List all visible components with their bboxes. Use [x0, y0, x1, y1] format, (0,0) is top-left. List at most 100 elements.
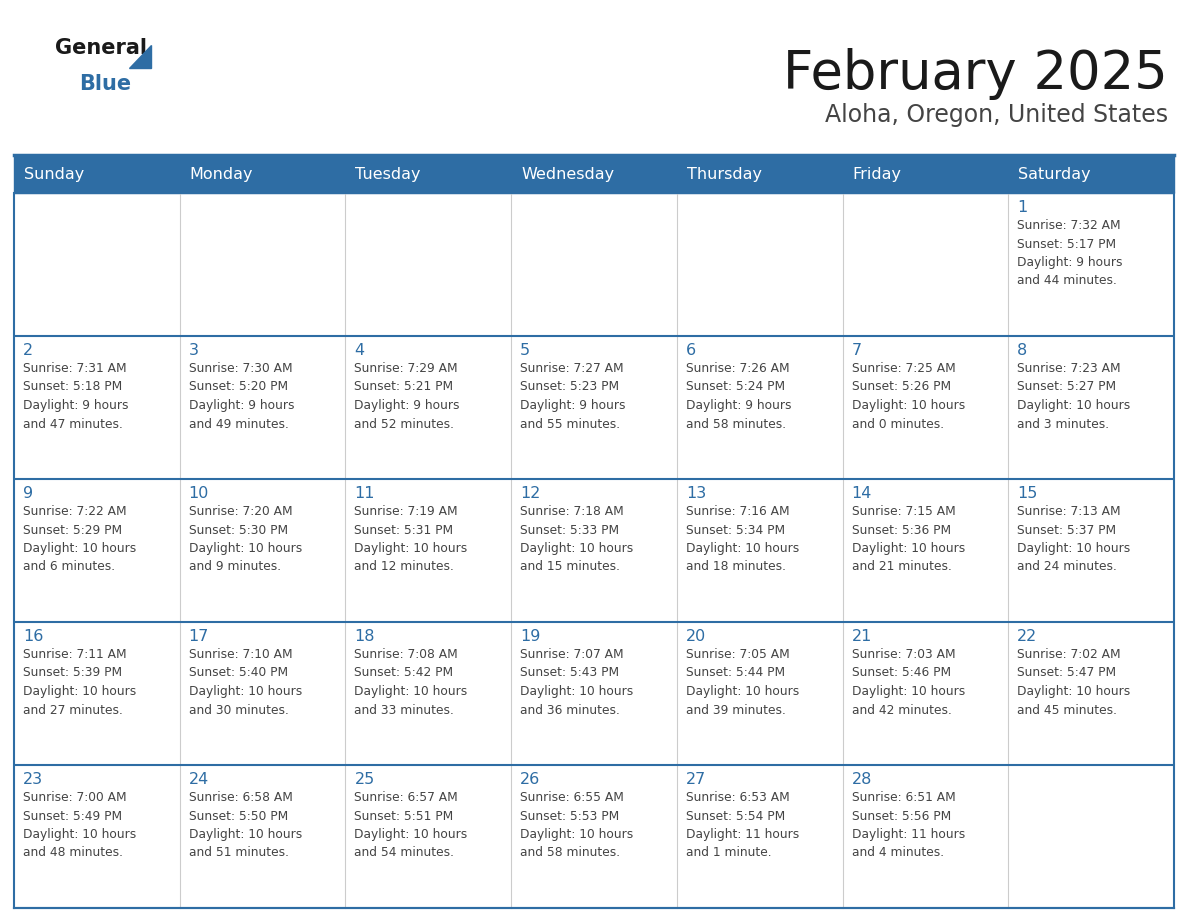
Bar: [511, 765, 677, 908]
Text: 7: 7: [852, 343, 861, 358]
Text: Sunrise: 7:25 AM
Sunset: 5:26 PM
Daylight: 10 hours
and 0 minutes.: Sunrise: 7:25 AM Sunset: 5:26 PM Dayligh…: [852, 362, 965, 431]
Text: 9: 9: [23, 486, 33, 501]
Text: Sunrise: 7:16 AM
Sunset: 5:34 PM
Daylight: 10 hours
and 18 minutes.: Sunrise: 7:16 AM Sunset: 5:34 PM Dayligh…: [685, 505, 800, 574]
Bar: [1009, 336, 1174, 479]
Text: Aloha, Oregon, United States: Aloha, Oregon, United States: [824, 103, 1168, 127]
Bar: [677, 336, 842, 479]
Text: 25: 25: [354, 772, 374, 787]
Text: 1: 1: [1017, 200, 1028, 215]
Bar: [346, 765, 511, 908]
Bar: [179, 336, 346, 479]
Bar: [346, 193, 511, 336]
Text: 15: 15: [1017, 486, 1037, 501]
Text: Sunrise: 7:13 AM
Sunset: 5:37 PM
Daylight: 10 hours
and 24 minutes.: Sunrise: 7:13 AM Sunset: 5:37 PM Dayligh…: [1017, 505, 1131, 574]
Text: 5: 5: [520, 343, 530, 358]
Bar: [842, 765, 1009, 908]
Text: Thursday: Thursday: [687, 166, 762, 182]
Text: Sunrise: 7:08 AM
Sunset: 5:42 PM
Daylight: 10 hours
and 33 minutes.: Sunrise: 7:08 AM Sunset: 5:42 PM Dayligh…: [354, 648, 468, 717]
Bar: [179, 622, 346, 765]
Text: 20: 20: [685, 629, 706, 644]
Text: 28: 28: [852, 772, 872, 787]
Bar: [842, 622, 1009, 765]
Bar: [1009, 622, 1174, 765]
Text: Sunrise: 6:57 AM
Sunset: 5:51 PM
Daylight: 10 hours
and 54 minutes.: Sunrise: 6:57 AM Sunset: 5:51 PM Dayligh…: [354, 791, 468, 859]
Text: 4: 4: [354, 343, 365, 358]
Bar: [14, 336, 179, 479]
Polygon shape: [129, 44, 151, 68]
Text: 22: 22: [1017, 629, 1037, 644]
Text: 16: 16: [23, 629, 44, 644]
Text: 13: 13: [685, 486, 706, 501]
Text: Sunrise: 7:18 AM
Sunset: 5:33 PM
Daylight: 10 hours
and 15 minutes.: Sunrise: 7:18 AM Sunset: 5:33 PM Dayligh…: [520, 505, 633, 574]
Text: Sunrise: 6:55 AM
Sunset: 5:53 PM
Daylight: 10 hours
and 58 minutes.: Sunrise: 6:55 AM Sunset: 5:53 PM Dayligh…: [520, 791, 633, 859]
Text: 8: 8: [1017, 343, 1028, 358]
Text: Sunrise: 7:05 AM
Sunset: 5:44 PM
Daylight: 10 hours
and 39 minutes.: Sunrise: 7:05 AM Sunset: 5:44 PM Dayligh…: [685, 648, 800, 717]
Text: 18: 18: [354, 629, 375, 644]
Bar: [14, 155, 1174, 193]
Text: 17: 17: [189, 629, 209, 644]
Text: Sunday: Sunday: [24, 166, 84, 182]
Bar: [346, 622, 511, 765]
Text: 10: 10: [189, 486, 209, 501]
Text: Sunrise: 7:00 AM
Sunset: 5:49 PM
Daylight: 10 hours
and 48 minutes.: Sunrise: 7:00 AM Sunset: 5:49 PM Dayligh…: [23, 791, 137, 859]
Text: Sunrise: 7:02 AM
Sunset: 5:47 PM
Daylight: 10 hours
and 45 minutes.: Sunrise: 7:02 AM Sunset: 5:47 PM Dayligh…: [1017, 648, 1131, 717]
Text: 24: 24: [189, 772, 209, 787]
Text: Sunrise: 6:51 AM
Sunset: 5:56 PM
Daylight: 11 hours
and 4 minutes.: Sunrise: 6:51 AM Sunset: 5:56 PM Dayligh…: [852, 791, 965, 859]
Text: Sunrise: 7:23 AM
Sunset: 5:27 PM
Daylight: 10 hours
and 3 minutes.: Sunrise: 7:23 AM Sunset: 5:27 PM Dayligh…: [1017, 362, 1131, 431]
Text: Sunrise: 7:10 AM
Sunset: 5:40 PM
Daylight: 10 hours
and 30 minutes.: Sunrise: 7:10 AM Sunset: 5:40 PM Dayligh…: [189, 648, 302, 717]
Text: Sunrise: 7:07 AM
Sunset: 5:43 PM
Daylight: 10 hours
and 36 minutes.: Sunrise: 7:07 AM Sunset: 5:43 PM Dayligh…: [520, 648, 633, 717]
Text: Sunrise: 7:19 AM
Sunset: 5:31 PM
Daylight: 10 hours
and 12 minutes.: Sunrise: 7:19 AM Sunset: 5:31 PM Dayligh…: [354, 505, 468, 574]
Bar: [179, 479, 346, 622]
Text: 19: 19: [520, 629, 541, 644]
Text: 21: 21: [852, 629, 872, 644]
Text: 27: 27: [685, 772, 706, 787]
Bar: [677, 622, 842, 765]
Text: Tuesday: Tuesday: [355, 166, 421, 182]
Text: Saturday: Saturday: [1018, 166, 1091, 182]
Text: Sunrise: 7:31 AM
Sunset: 5:18 PM
Daylight: 9 hours
and 47 minutes.: Sunrise: 7:31 AM Sunset: 5:18 PM Dayligh…: [23, 362, 128, 431]
Text: 6: 6: [685, 343, 696, 358]
Text: Sunrise: 7:27 AM
Sunset: 5:23 PM
Daylight: 9 hours
and 55 minutes.: Sunrise: 7:27 AM Sunset: 5:23 PM Dayligh…: [520, 362, 626, 431]
Bar: [677, 193, 842, 336]
Text: Sunrise: 6:53 AM
Sunset: 5:54 PM
Daylight: 11 hours
and 1 minute.: Sunrise: 6:53 AM Sunset: 5:54 PM Dayligh…: [685, 791, 800, 859]
Text: 11: 11: [354, 486, 375, 501]
Bar: [842, 479, 1009, 622]
Bar: [179, 193, 346, 336]
Text: 23: 23: [23, 772, 43, 787]
Bar: [511, 622, 677, 765]
Bar: [842, 193, 1009, 336]
Bar: [511, 479, 677, 622]
Text: Sunrise: 7:22 AM
Sunset: 5:29 PM
Daylight: 10 hours
and 6 minutes.: Sunrise: 7:22 AM Sunset: 5:29 PM Dayligh…: [23, 505, 137, 574]
Bar: [511, 193, 677, 336]
Text: 14: 14: [852, 486, 872, 501]
Text: Sunrise: 7:26 AM
Sunset: 5:24 PM
Daylight: 9 hours
and 58 minutes.: Sunrise: 7:26 AM Sunset: 5:24 PM Dayligh…: [685, 362, 791, 431]
Text: Blue: Blue: [78, 74, 131, 95]
Text: Sunrise: 7:30 AM
Sunset: 5:20 PM
Daylight: 9 hours
and 49 minutes.: Sunrise: 7:30 AM Sunset: 5:20 PM Dayligh…: [189, 362, 295, 431]
Bar: [14, 193, 179, 336]
Bar: [346, 479, 511, 622]
Bar: [1009, 479, 1174, 622]
Text: Friday: Friday: [853, 166, 902, 182]
Bar: [14, 479, 179, 622]
Text: Sunrise: 7:32 AM
Sunset: 5:17 PM
Daylight: 9 hours
and 44 minutes.: Sunrise: 7:32 AM Sunset: 5:17 PM Dayligh…: [1017, 219, 1123, 287]
Text: Sunrise: 7:15 AM
Sunset: 5:36 PM
Daylight: 10 hours
and 21 minutes.: Sunrise: 7:15 AM Sunset: 5:36 PM Dayligh…: [852, 505, 965, 574]
Text: 2: 2: [23, 343, 33, 358]
Text: 12: 12: [520, 486, 541, 501]
Bar: [842, 336, 1009, 479]
Bar: [1009, 765, 1174, 908]
Bar: [1009, 193, 1174, 336]
Bar: [14, 765, 179, 908]
Text: Sunrise: 7:29 AM
Sunset: 5:21 PM
Daylight: 9 hours
and 52 minutes.: Sunrise: 7:29 AM Sunset: 5:21 PM Dayligh…: [354, 362, 460, 431]
Text: February 2025: February 2025: [783, 48, 1168, 100]
Text: General: General: [55, 39, 147, 59]
Text: Sunrise: 6:58 AM
Sunset: 5:50 PM
Daylight: 10 hours
and 51 minutes.: Sunrise: 6:58 AM Sunset: 5:50 PM Dayligh…: [189, 791, 302, 859]
Bar: [511, 336, 677, 479]
Text: Sunrise: 7:03 AM
Sunset: 5:46 PM
Daylight: 10 hours
and 42 minutes.: Sunrise: 7:03 AM Sunset: 5:46 PM Dayligh…: [852, 648, 965, 717]
Text: Sunrise: 7:20 AM
Sunset: 5:30 PM
Daylight: 10 hours
and 9 minutes.: Sunrise: 7:20 AM Sunset: 5:30 PM Dayligh…: [189, 505, 302, 574]
Bar: [179, 765, 346, 908]
Bar: [677, 479, 842, 622]
Text: Wednesday: Wednesday: [522, 166, 614, 182]
Text: Monday: Monday: [190, 166, 253, 182]
Text: Sunrise: 7:11 AM
Sunset: 5:39 PM
Daylight: 10 hours
and 27 minutes.: Sunrise: 7:11 AM Sunset: 5:39 PM Dayligh…: [23, 648, 137, 717]
Bar: [14, 622, 179, 765]
